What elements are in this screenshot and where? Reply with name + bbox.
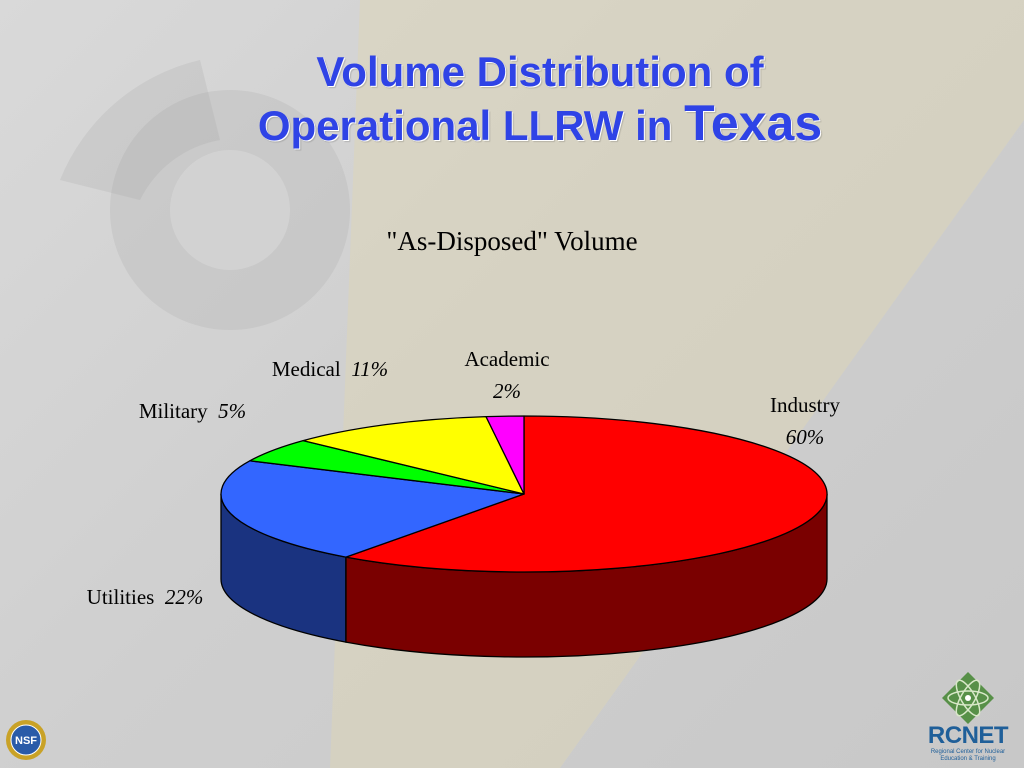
pie-slice-industry bbox=[345, 415, 828, 573]
label-academic: Academic 2% bbox=[442, 344, 572, 407]
label-academic-name: Academic bbox=[464, 347, 550, 371]
label-utilities-name: Utilities bbox=[86, 585, 155, 609]
title-line-1: Volume Distribution of bbox=[316, 48, 764, 95]
rcnet-logo-text: RCNET bbox=[927, 722, 1009, 749]
rcnet-logo bbox=[942, 672, 994, 724]
label-industry-name: Industry bbox=[770, 393, 840, 417]
label-industry: Industry 60% bbox=[735, 390, 875, 453]
label-utilities-pct: 22% bbox=[164, 585, 204, 609]
label-academic-pct: 2% bbox=[493, 378, 521, 403]
label-medical: Medical 11% bbox=[245, 354, 415, 386]
chart-title: "As-Disposed" Volume bbox=[386, 226, 638, 256]
pie-slice-medical bbox=[302, 415, 525, 495]
title-emphasis: Texas bbox=[684, 95, 823, 152]
label-utilities: Utilities 22% bbox=[60, 582, 230, 614]
label-military-pct: 5% bbox=[218, 399, 247, 423]
label-medical-pct: 11% bbox=[351, 357, 389, 381]
label-military-name: Military bbox=[138, 399, 208, 423]
label-medical-name: Medical bbox=[271, 357, 341, 381]
label-military: Military 5% bbox=[110, 396, 275, 428]
pie-slice-academic bbox=[485, 415, 525, 495]
rcnet-logo-subtitle: Regional Center for Nuclear Education & … bbox=[930, 749, 1006, 762]
title-line-2: Operational LLRW in bbox=[257, 102, 685, 150]
slide-title: Volume Distribution of Operational LLRW … bbox=[140, 48, 940, 151]
nsf-logo-text: NSF bbox=[15, 735, 37, 747]
label-industry-pct: 60% bbox=[785, 424, 825, 449]
nsf-logo: NSF bbox=[6, 720, 46, 760]
